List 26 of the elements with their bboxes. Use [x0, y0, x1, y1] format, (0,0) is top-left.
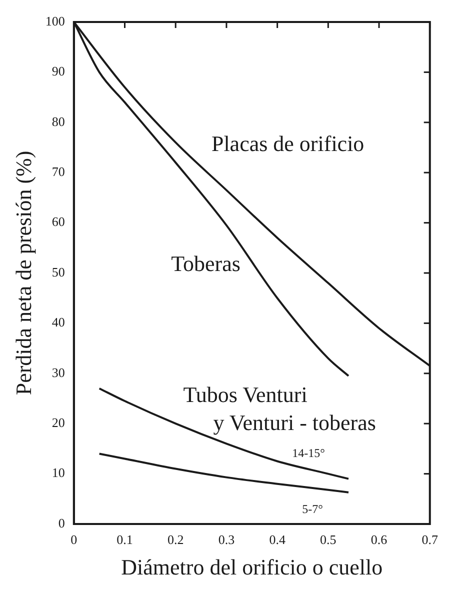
x-tick-label: 0.4 [269, 532, 286, 548]
y-tick-label: 100 [45, 13, 65, 28]
x-tick-label: 0.7 [422, 532, 438, 548]
series-label: Toberas [171, 251, 240, 276]
y-tick-label: 40 [52, 314, 65, 330]
y-tick-label: 0 [58, 515, 65, 530]
y-tick-label: 80 [52, 114, 65, 129]
y-tick-label: 90 [52, 64, 65, 79]
y-tick-label: 70 [52, 164, 65, 180]
y-tick-label: 20 [52, 415, 65, 430]
x-tick-label: 0.5 [320, 532, 336, 548]
y-tick-label: 60 [52, 214, 65, 230]
y-tick-label: 50 [52, 264, 65, 280]
x-tick-label: 0.3 [218, 532, 235, 548]
x-axis-title: Diámetro del orificio o cuello [121, 554, 383, 580]
x-tick-label: 0.1 [116, 532, 133, 548]
y-axis-title: Perdida neta de presión (%) [10, 150, 36, 396]
y-tick-label: 10 [52, 465, 65, 480]
series-label: 14-15° [292, 446, 326, 460]
annotation: Tubos Venturi y Venturi - toberas [183, 382, 376, 435]
series-label: 5-7° [302, 502, 324, 516]
series-label: Placas de orificio [211, 130, 364, 156]
y-tick-label: 30 [52, 364, 65, 380]
x-tick-label: 0.2 [167, 532, 184, 548]
x-tick-label: 0.6 [370, 532, 388, 548]
x-tick-label: 0 [70, 532, 78, 548]
